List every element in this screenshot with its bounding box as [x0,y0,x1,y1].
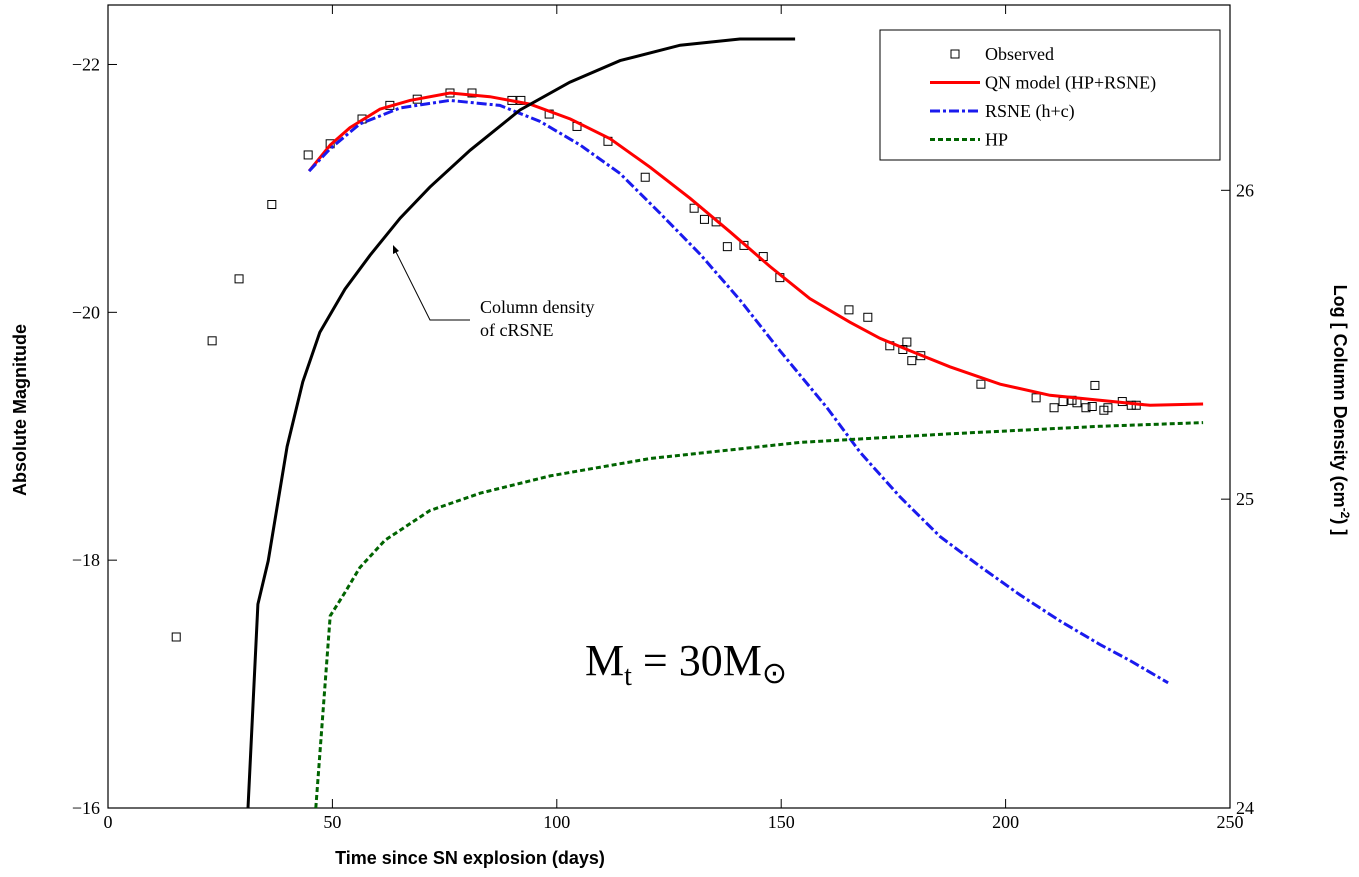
series-line [314,421,1204,809]
observed-marker [863,312,873,322]
legend-label: RSNE (h+c) [985,101,1075,122]
observed-marker [902,337,912,347]
arrow-head [393,245,399,254]
legend-label: HP [985,130,1008,150]
legend-label: QN model (HP+RSNE) [985,73,1156,94]
y-axis-label: Absolute Magnitude [10,324,30,496]
observed-marker [303,150,313,160]
formula-base: M [585,636,624,685]
legend-label: Observed [985,44,1054,64]
observed-marker [907,356,917,366]
x-tick-label: 250 [1217,812,1244,832]
observed-marker [976,379,986,389]
x-tick-label: 50 [323,812,341,832]
x-tick-label: 0 [104,812,113,832]
observed-marker [1103,403,1113,413]
annotation-line: of cRSNE [480,320,554,340]
y-tick-label: −16 [72,798,100,818]
series-line [307,91,1204,407]
observed-marker [1090,380,1100,390]
observed-marker [325,139,335,149]
observed-marker [1049,403,1059,413]
x-tick-label: 200 [992,812,1019,832]
legend-box [879,29,1221,161]
annotation-line: Column density [480,297,595,317]
observed-marker [467,88,477,98]
y2-axis-label: Log [ Column Density (cm-2) ] [1330,285,1352,536]
observed-marker [640,172,650,182]
observed-marker [844,305,854,315]
observed-marker [1072,398,1082,408]
y2-tick-label: 26 [1236,180,1254,200]
observed-marker [1081,403,1091,413]
y-tick-label: −18 [72,550,100,570]
annotation-arrow [395,251,470,321]
observed-marker [234,274,244,284]
y2-label-text: Log [ Column Density (cm [1330,285,1350,508]
observed-marker [699,214,709,224]
series-line [308,98,1169,685]
x-tick-label: 150 [768,812,795,832]
y2-tick-label: 24 [1236,798,1254,818]
plot-frame [107,4,1231,809]
y-tick-label: −22 [72,54,100,74]
series-line [246,37,796,809]
formula-sub: t [624,661,632,692]
x-axis-label: Time since SN explosion (days) [335,848,605,868]
observed-marker [1031,393,1041,403]
formula-rest: = 30M [632,636,762,685]
observed-marker [1058,397,1068,407]
y2-label-end: ) ] [1330,518,1350,535]
observed-marker [689,203,699,213]
observed-marker [267,200,277,210]
legend-marker [950,49,960,59]
observed-marker [207,336,217,346]
x-tick-label: 100 [543,812,570,832]
observed-marker [171,632,181,642]
y-tick-label: −20 [72,302,100,322]
formula-symbol: ⊙ [762,657,787,690]
formula: Mt = 30M⊙ [585,636,787,692]
y2-tick-label: 25 [1236,489,1254,509]
y2-label-sup: -2 [1338,508,1352,519]
observed-marker [722,242,732,252]
observed-marker [1087,402,1097,411]
